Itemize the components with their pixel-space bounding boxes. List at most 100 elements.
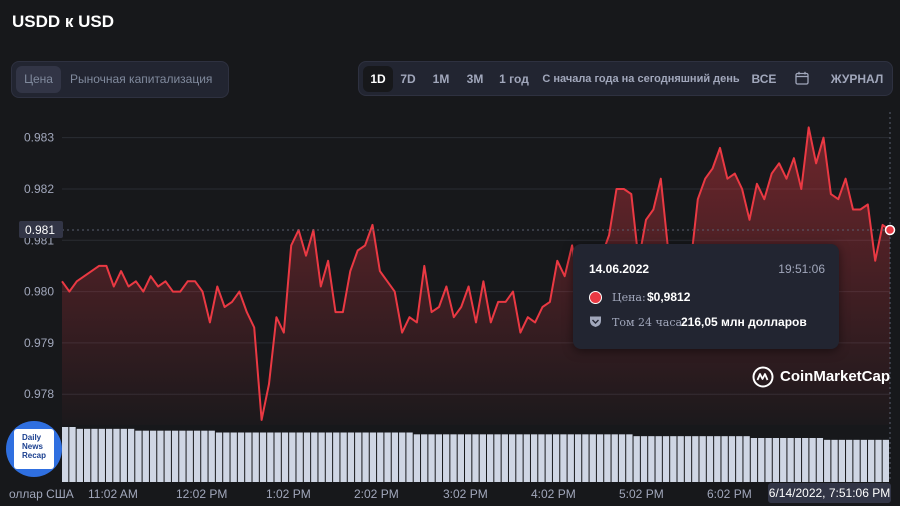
hover-time-label: 6/14/2022, 7:51:06 PM <box>768 483 891 503</box>
volume-bar <box>157 430 164 482</box>
toggle-market-cap[interactable]: Рыночная капитализация <box>70 72 213 86</box>
volume-bar <box>223 432 230 482</box>
volume-bar <box>83 428 91 482</box>
shield-icon <box>590 316 601 327</box>
volume-bar <box>758 438 765 482</box>
range-1d[interactable]: 1D <box>363 66 393 92</box>
y-tick-label: 0.979 <box>24 336 54 350</box>
volume-bar <box>149 430 157 482</box>
volume-bar <box>831 439 838 482</box>
volume-bar <box>333 432 340 482</box>
volume-bar <box>523 434 530 482</box>
volume-bar <box>325 432 333 482</box>
tooltip-volume-label: Том 24 часа: <box>612 316 686 329</box>
volume-bar <box>384 432 391 482</box>
volume-bar <box>655 436 662 482</box>
tooltip-date: 14.06.2022 <box>589 262 650 276</box>
page-title: USDD к USD <box>12 12 115 31</box>
range-all[interactable]: ВСЕ <box>751 72 777 86</box>
tooltip-volume-value: 216,05 млн долларов <box>681 315 807 329</box>
volume-bar <box>794 438 802 482</box>
volume-bar <box>201 430 208 482</box>
volume-bar <box>91 428 98 482</box>
x-tick-label: 11:02 AM <box>88 487 138 501</box>
volume-bar <box>860 439 868 482</box>
volume-bar <box>127 428 135 482</box>
volume-bar <box>62 427 69 482</box>
price-end-dot <box>884 224 896 236</box>
volume-bar <box>318 432 325 482</box>
y-tick-label: 0.982 <box>24 182 54 196</box>
volume-bar <box>164 430 171 482</box>
badge-logo-icon <box>14 429 54 469</box>
volume-bar <box>215 432 223 482</box>
volume-bar <box>648 436 655 482</box>
range-7d[interactable]: 7D <box>400 72 416 86</box>
volume-bar <box>508 434 516 482</box>
volume-bar <box>105 428 113 482</box>
volume-bar <box>142 430 149 482</box>
volume-bar <box>589 434 596 482</box>
volume-bar <box>311 432 318 482</box>
volume-bar <box>545 434 552 482</box>
volume-bar <box>171 430 179 482</box>
x-tick-label: 4:02 PM <box>531 487 576 501</box>
volume-bar <box>824 439 831 482</box>
volume-bar <box>230 432 237 482</box>
volume-bar <box>443 434 450 482</box>
volume-bar <box>640 436 648 482</box>
volume-bar <box>560 434 567 482</box>
volume-bar <box>699 436 706 482</box>
range-3m[interactable]: 3M <box>466 72 484 86</box>
volume-bar <box>267 432 274 482</box>
volume-bar <box>186 430 193 482</box>
volume-bar <box>274 432 281 482</box>
volume-bar <box>868 439 875 482</box>
x-tick-label: 2:02 PM <box>354 487 399 501</box>
tooltip-time: 19:51:06 <box>778 262 825 276</box>
volume-bar <box>259 432 267 482</box>
range-ytd[interactable]: С начала года на сегодняшний день <box>542 73 740 85</box>
volume-bar <box>435 434 443 482</box>
volume-bar <box>69 427 76 482</box>
price-tooltip: 14.06.2022 19:51:06 Цена: $0,9812 Том 24… <box>573 244 839 349</box>
volume-bar <box>684 436 692 482</box>
volume-bar <box>465 434 472 482</box>
volume-bar <box>303 432 311 482</box>
x-tick-label: 5:02 PM <box>619 487 664 501</box>
volume-bar <box>289 432 296 482</box>
toggle-price[interactable]: Цена <box>16 66 61 93</box>
volume-bar <box>362 432 369 482</box>
x-tick-label: 3:02 PM <box>443 487 488 501</box>
volume-bar <box>706 436 714 482</box>
range-1m[interactable]: 1M <box>432 72 450 86</box>
x-tick-label: 6:02 PM <box>707 487 752 501</box>
volume-bar <box>281 432 289 482</box>
range-1y[interactable]: 1 год <box>499 72 529 86</box>
volume-bar <box>574 434 582 482</box>
calendar-icon[interactable] <box>795 71 809 85</box>
volume-bar <box>670 436 677 482</box>
brand-name: CoinMarketCap <box>780 368 891 385</box>
volume-bar <box>347 432 355 482</box>
volume-bar <box>76 428 83 482</box>
volume-bar <box>135 430 142 482</box>
volume-bar <box>765 438 772 482</box>
volume-bar <box>721 436 728 482</box>
volume-bar <box>355 432 362 482</box>
volume-bar <box>618 434 626 482</box>
current-price-tag: 0.981 <box>19 221 63 239</box>
volume-bar <box>450 434 457 482</box>
volume-bar <box>501 434 508 482</box>
volume-bar <box>413 434 421 482</box>
volume-bar <box>736 436 743 482</box>
volume-bar <box>802 438 809 482</box>
log-scale-toggle[interactable]: ЖУРНАЛ <box>830 72 884 86</box>
volume-bar <box>428 434 435 482</box>
volume-bar <box>193 430 201 482</box>
volume-bar <box>391 432 399 482</box>
volume-bar <box>479 434 486 482</box>
volume-bar <box>340 432 347 482</box>
volume-bar <box>457 434 465 482</box>
